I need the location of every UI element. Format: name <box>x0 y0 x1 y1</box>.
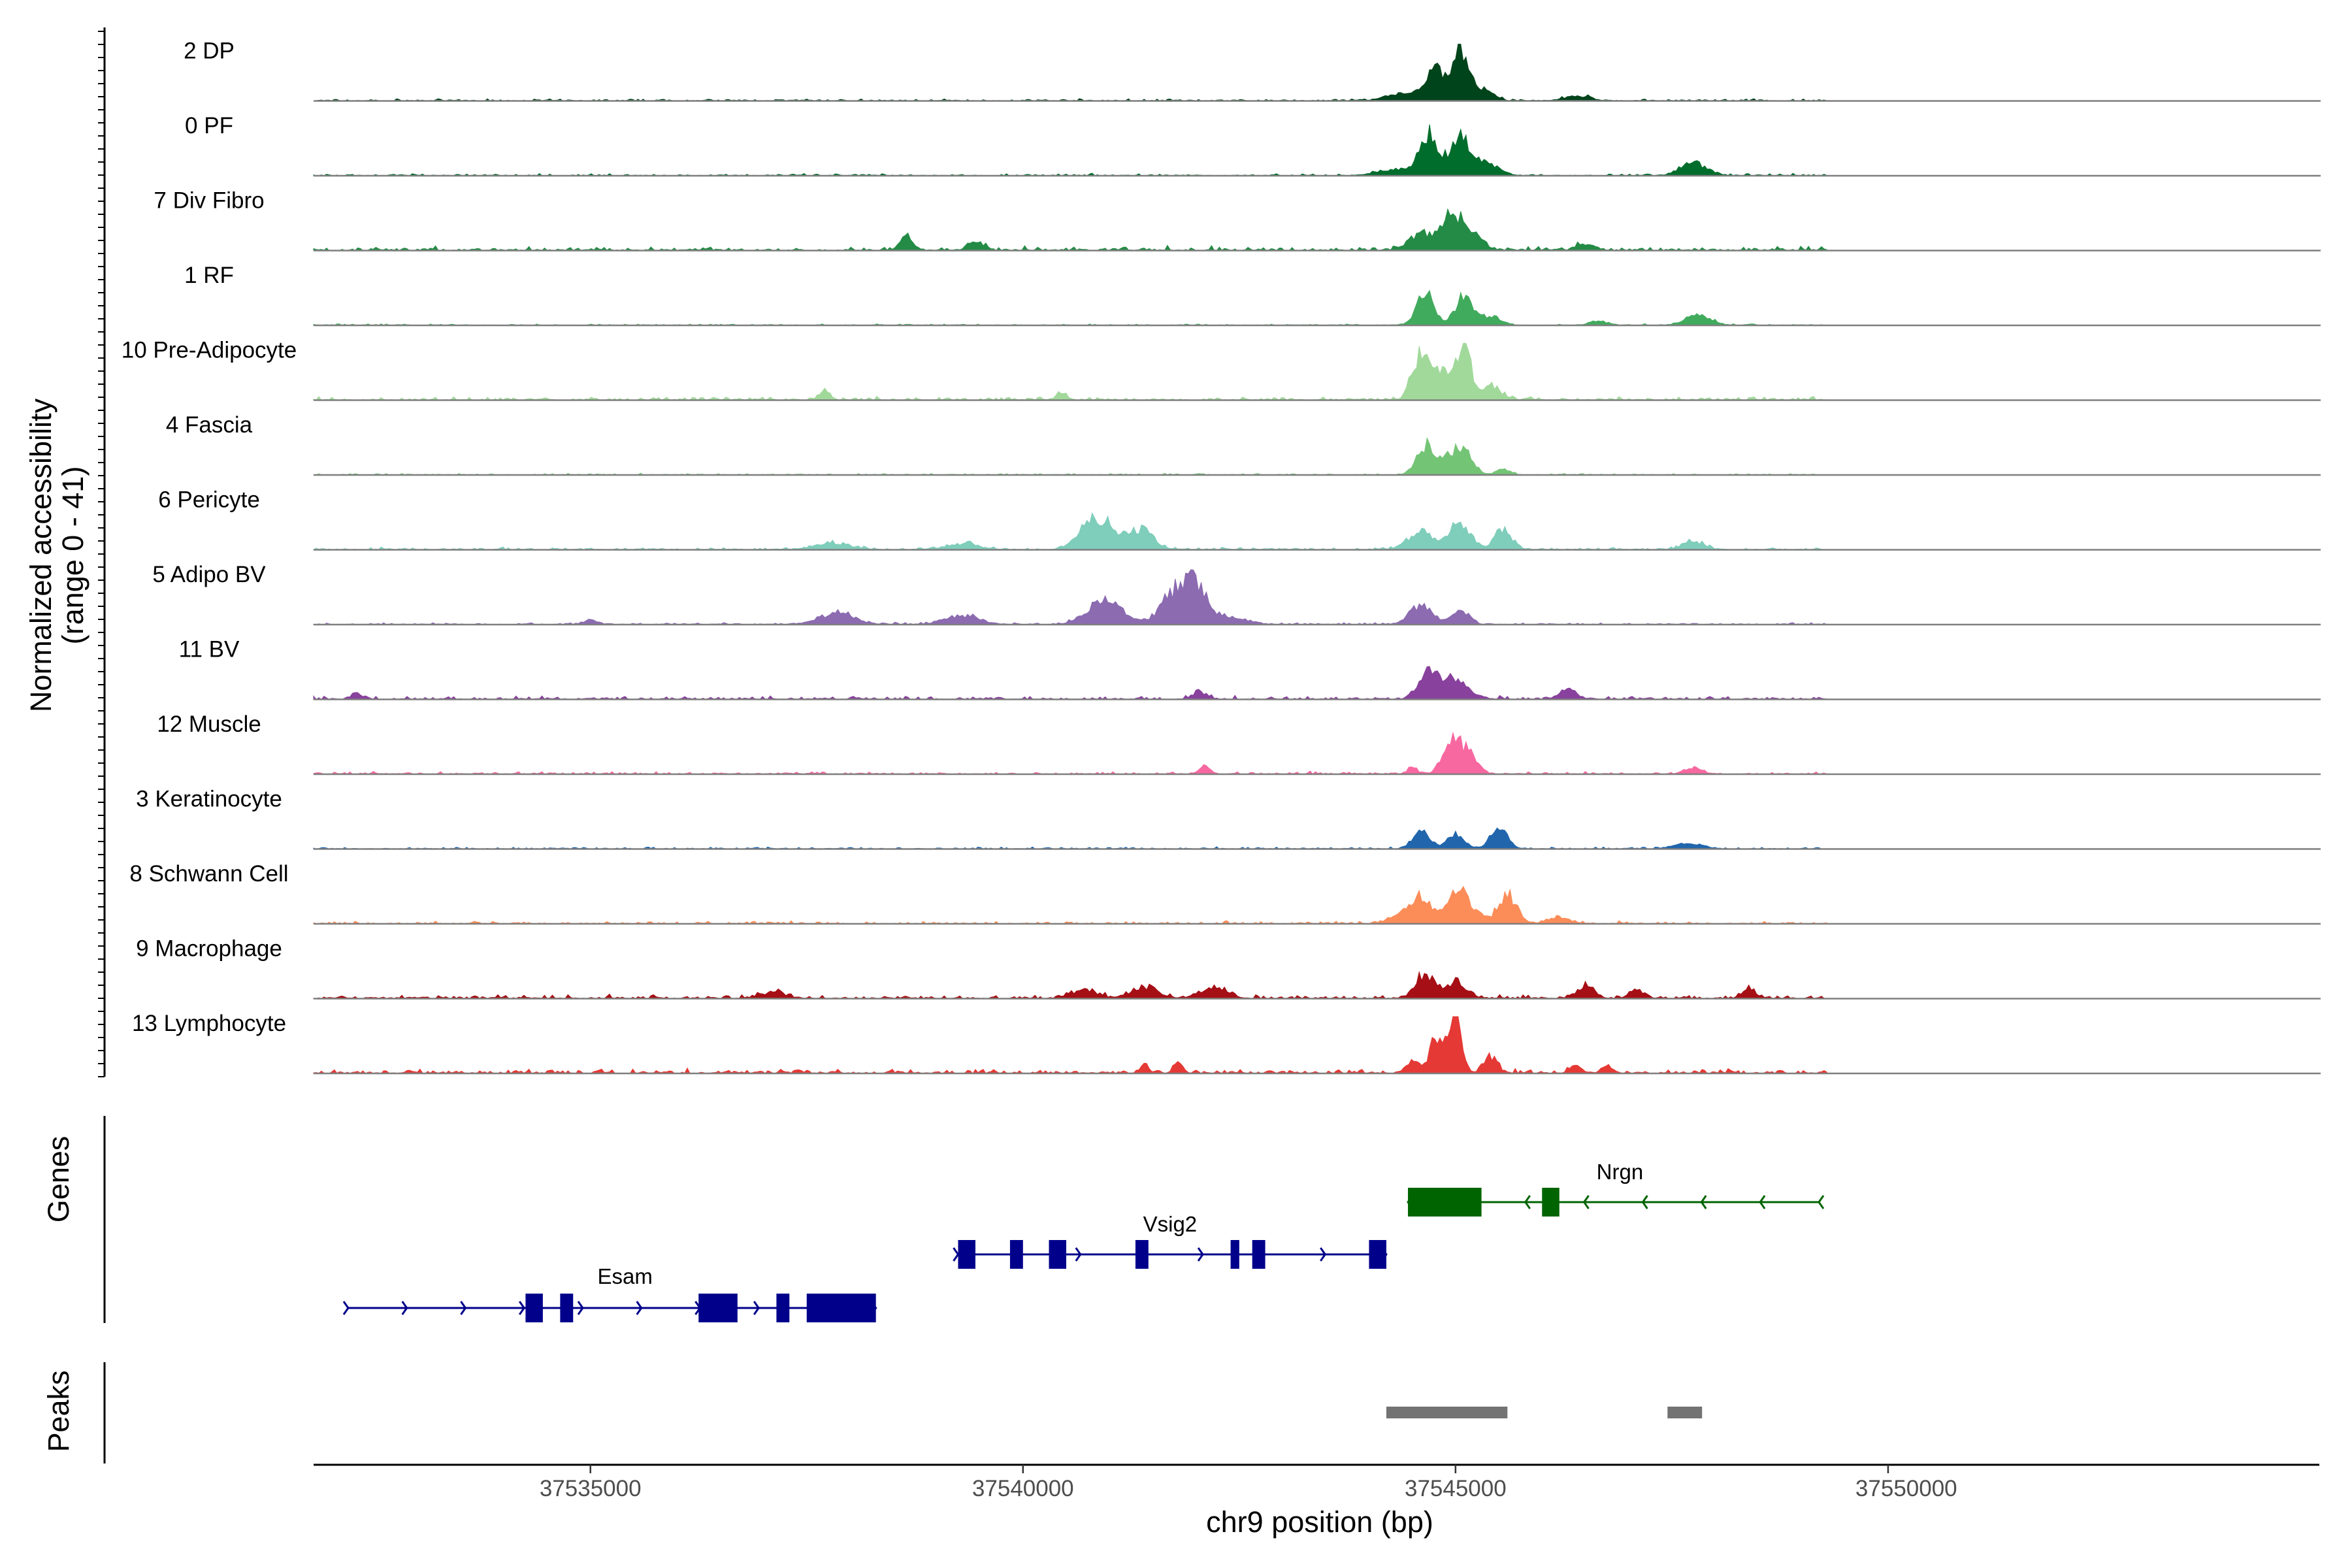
coverage-area <box>313 666 1829 700</box>
x-axis-title: chr9 position (bp) <box>1206 1505 1433 1539</box>
gene-label: Nrgn <box>1597 1160 1644 1184</box>
strand-arrow <box>1582 1195 1590 1209</box>
peaks-panel <box>103 1362 1703 1463</box>
x-tick-label: 37545000 <box>1405 1476 1507 1501</box>
coverage-area <box>313 343 1829 401</box>
gene-exon <box>1135 1240 1149 1269</box>
peak-region <box>1667 1407 1703 1418</box>
track-label: 5 Adipo BV <box>152 562 266 587</box>
coverage-area <box>313 44 1828 102</box>
strand-arrow <box>953 1247 960 1262</box>
peaks-panel-title: Peaks <box>42 1370 75 1452</box>
track-3-keratinocyte: 3 Keratinocyte <box>136 787 2321 850</box>
track-label: 9 Macrophage <box>136 936 282 962</box>
track-6-pericyte: 6 Pericyte <box>158 487 2321 551</box>
strand-arrow <box>636 1301 643 1315</box>
track-4-fascia: 4 Fascia <box>166 412 2321 476</box>
track-8-schwann-cell: 8 Schwann Cell <box>129 861 2321 925</box>
x-tick-label: 37550000 <box>1855 1476 1957 1501</box>
track-label: 11 BV <box>179 637 240 662</box>
strand-arrow <box>753 1301 760 1315</box>
coverage-area <box>313 436 1828 476</box>
track-label: 7 Div Fibro <box>154 188 264 214</box>
track-label: 2 DP <box>184 39 235 64</box>
coverage-area <box>313 732 1828 775</box>
strand-arrow <box>342 1301 350 1315</box>
coverage-area <box>313 569 1828 625</box>
track-1-rf: 1 RF <box>184 263 2321 327</box>
strand-arrow <box>1197 1247 1204 1262</box>
track-label: 0 PF <box>185 113 233 139</box>
coverage-area <box>313 1016 1829 1074</box>
gene-exon <box>806 1294 876 1322</box>
coverage-area <box>313 124 1828 176</box>
strand-arrow <box>1524 1195 1531 1209</box>
strand-arrow <box>577 1301 584 1315</box>
strand-arrow <box>1641 1195 1648 1209</box>
coverage-area <box>313 970 1828 1000</box>
x-tick-label: 37535000 <box>540 1476 642 1501</box>
strand-arrow <box>401 1301 408 1315</box>
track-2-dp: 2 DP <box>184 39 2321 102</box>
gene-vsig2: Vsig2 <box>953 1212 1388 1269</box>
track-label: 13 Lymphocyte <box>132 1011 286 1036</box>
track-5-adipo-bv: 5 Adipo BV <box>152 562 2321 626</box>
track-label: 8 Schwann Cell <box>129 861 288 887</box>
gene-nrgn: Nrgn <box>1407 1160 1825 1217</box>
strand-arrow <box>1320 1247 1327 1262</box>
track-12-muscle: 12 Muscle <box>157 711 2321 776</box>
gene-exon <box>698 1294 738 1322</box>
gene-esam: Esam <box>342 1264 877 1322</box>
coverage-area <box>313 289 1828 326</box>
track-label: 4 Fascia <box>166 412 253 438</box>
track-label: 10 Pre-Adipocyte <box>122 338 297 363</box>
coverage-area <box>313 885 1829 924</box>
strand-arrow <box>1700 1195 1707 1209</box>
y-axis-range: (range 0 - 41) <box>56 466 90 645</box>
x-axis: 37535000 37540000 37545000 37550000 <box>314 1463 2319 1501</box>
track-0-pf: 0 PF <box>185 113 2321 177</box>
x-tick-label: 37540000 <box>972 1476 1074 1501</box>
strand-arrow <box>1075 1247 1082 1262</box>
gene-exon <box>525 1294 543 1322</box>
genes-panel: Esam Vsig2 Nrgn <box>103 1116 1825 1323</box>
gene-label: Vsig2 <box>1143 1212 1198 1236</box>
y-axis-title: Normalized accessibility <box>24 398 57 712</box>
coverage-panel: 2 DP 0 PF 7 Div Fibro 1 RF 10 Pre-Adipocyte 4… <box>98 27 2321 1077</box>
gene-exon <box>776 1294 790 1322</box>
track-label: 3 Keratinocyte <box>136 787 282 812</box>
gene-label: Esam <box>598 1264 653 1288</box>
coverage-area <box>313 512 1828 551</box>
track-11-bv: 11 BV <box>179 637 2321 700</box>
track-label: 1 RF <box>184 263 234 288</box>
gene-exon <box>1369 1240 1386 1269</box>
track-9-macrophage: 9 Macrophage <box>136 936 2321 1000</box>
gene-exon <box>1408 1188 1482 1217</box>
gene-exon <box>1252 1240 1266 1269</box>
genes-panel-title: Genes <box>42 1136 75 1223</box>
gene-exon <box>1542 1188 1560 1217</box>
gene-exon <box>1009 1240 1023 1269</box>
track-7-div-fibro: 7 Div Fibro <box>154 188 2321 252</box>
strand-arrow <box>1759 1195 1766 1209</box>
track-10-pre-adipocyte: 10 Pre-Adipocyte <box>122 338 2321 401</box>
track-label: 6 Pericyte <box>158 487 260 513</box>
peak-region <box>1386 1407 1508 1418</box>
strand-arrow <box>460 1301 467 1315</box>
gene-exon <box>958 1240 975 1269</box>
track-13-lymphocyte: 13 Lymphocyte <box>132 1011 2321 1075</box>
coverage-area <box>313 208 1829 252</box>
gene-exon <box>560 1294 574 1322</box>
strand-arrow <box>1818 1195 1825 1209</box>
gene-exon <box>1049 1240 1066 1269</box>
coverage-area <box>313 827 1828 850</box>
strand-arrow <box>518 1301 526 1315</box>
track-label: 12 Muscle <box>157 711 261 737</box>
gene-exon <box>1230 1240 1239 1269</box>
